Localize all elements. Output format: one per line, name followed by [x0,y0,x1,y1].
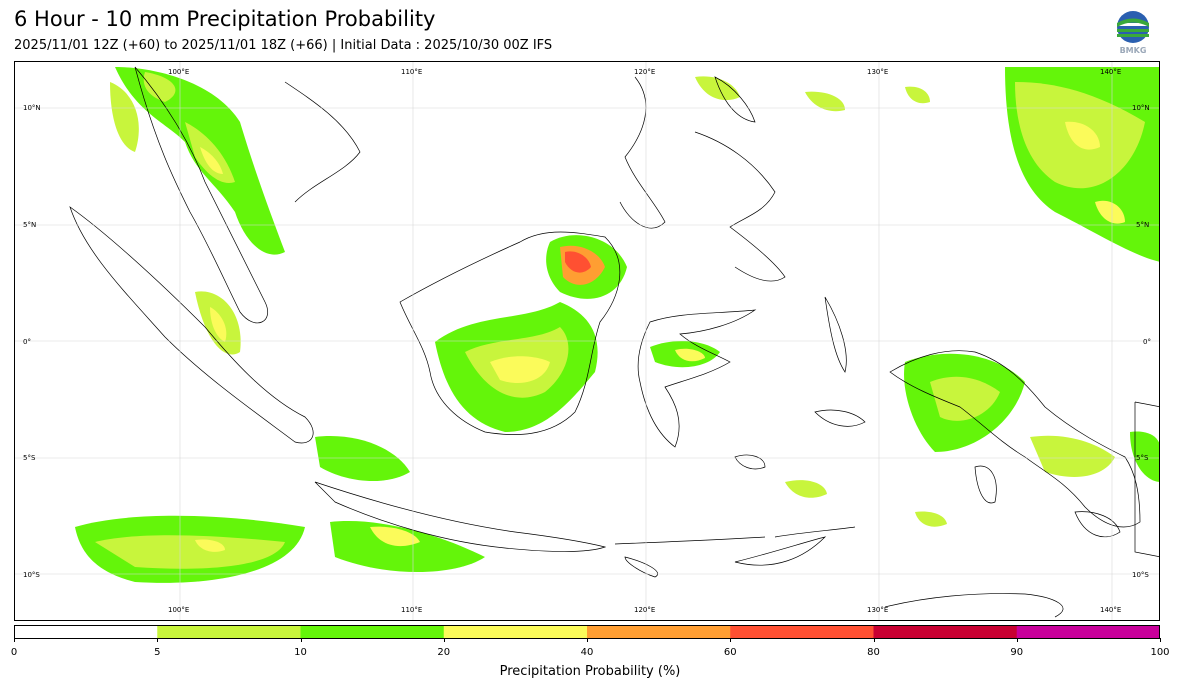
colorbar-tick-label: 10 [294,647,307,658]
colorbar-tick-mark [873,638,875,642]
colorbar-swatch [443,625,588,639]
colorbar-title: Precipitation Probability (%) [499,664,681,679]
lon-label: 110°E [401,606,422,614]
precipitation-areas [75,67,1159,583]
colorbar-tick-label: 60 [723,647,737,658]
colorbar-tick-label: 90 [1010,647,1024,658]
lat-label: 10°N [23,104,41,112]
lon-labels-bottom: 100°E 110°E 120°E 130°E 140°E [168,606,1121,614]
gridlines [15,62,1159,620]
colorbar-swatch [14,625,158,639]
lat-label: 10°S [23,571,40,579]
lat-label: 5°S [23,454,36,462]
colorbar-tick-mark [1016,638,1018,642]
lat-label: 10°S [1132,571,1149,579]
colorbar-tick-mark [1160,638,1161,642]
colorbar-ticks: 0 5 10 20 40 60 80 90 100 [10,638,1170,658]
colorbar-tick-mark [300,638,302,642]
colorbar-tick-mark [157,638,159,642]
colorbar-swatch [157,625,301,639]
lon-label: 100°E [168,606,189,614]
colorbar-tick-label: 40 [580,647,594,658]
map-canvas: 100°E 110°E 120°E 130°E 140°E 100°E 110°… [15,62,1159,620]
lat-labels-left: 10°N 5°N 0° 5°S 10°S [23,104,41,579]
logo-text: BMKG [1120,46,1147,55]
chart-subtitle: 2025/11/01 12Z (+60) to 2025/11/01 18Z (… [14,38,553,53]
colorbar-swatch [873,625,1018,639]
colorbar-tick-label: 0 [10,647,18,658]
lon-label: 130°E [867,68,888,76]
lon-labels-top: 100°E 110°E 120°E 130°E 140°E [168,68,1121,76]
colorbar-tick-label: 20 [437,647,451,658]
colorbar-swatch [1016,625,1161,639]
colorbar-swatch [587,625,731,639]
coastlines [69,66,1159,618]
lon-label: 100°E [168,68,189,76]
colorbar-tick-label: 80 [867,647,880,658]
colorbar-tick-label: 5 [154,647,161,658]
lon-label: 110°E [401,68,422,76]
colorbar-swatch [730,625,874,639]
lat-labels-right: 10°N 5°N 0° 5°S 10°S [1132,104,1151,579]
colorbar-tick-mark [443,638,445,642]
lat-label: 0° [23,338,31,346]
chart-title: 6 Hour - 10 mm Precipitation Probability [14,7,436,31]
lon-label: 140°E [1100,68,1121,76]
lat-label: 5°N [1136,221,1149,229]
lon-label: 140°E [1100,606,1121,614]
colorbar-tick-label: 100 [1150,647,1170,658]
precipitation-map: 100°E 110°E 120°E 130°E 140°E 100°E 110°… [14,61,1160,621]
lat-label: 5°N [23,221,36,229]
lon-label: 120°E [634,68,655,76]
lat-label: 10°N [1132,104,1150,112]
lat-label: 0° [1143,338,1151,346]
colorbar [14,624,1161,639]
colorbar-tick-mark [14,638,15,642]
colorbar-swatches [14,625,1161,639]
colorbar-tick-mark [587,638,588,642]
bmkg-logo: BMKG [1112,10,1154,56]
lat-label: 5°S [1136,454,1149,462]
lon-label: 130°E [867,606,888,614]
colorbar-swatch [300,625,445,639]
colorbar-tick-mark [730,638,732,642]
lon-label: 120°E [634,606,655,614]
